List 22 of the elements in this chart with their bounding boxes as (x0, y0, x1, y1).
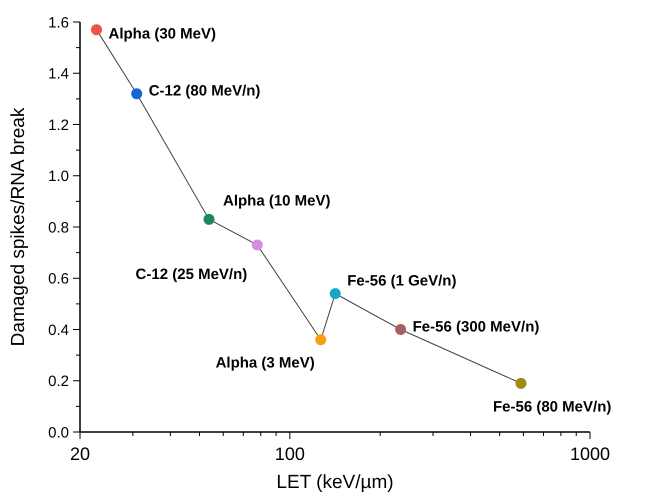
annotation: Fe-56 (300 MeV/n) (412, 318, 540, 336)
x-axis-title: LET (keV/µm) (276, 472, 394, 493)
annotation: Alpha (3 MeV) (216, 354, 315, 372)
annotation: Alpha (10 MeV) (223, 192, 331, 210)
annotation: Fe-56 (1 GeV/n) (347, 272, 456, 290)
x-tick-label: 1000 (570, 444, 610, 464)
y-tick-label: 1.4 (48, 66, 69, 82)
annotation: C-12 (80 MeV/n) (148, 82, 260, 100)
y-tick-label: 1.2 (48, 116, 69, 134)
y-tick-label: 0.6 (48, 270, 69, 288)
x-tick-label: 20 (70, 444, 90, 464)
annotation: Alpha (30 MeV) (108, 26, 216, 43)
y-tick-label: 0.0 (48, 424, 69, 442)
y-tick-label: 1.0 (48, 168, 69, 185)
y-tick-label: 1.6 (48, 14, 69, 32)
y-axis-title: Damaged spikes/RNA break (8, 107, 29, 346)
y-tick-label: 0.8 (48, 219, 69, 236)
annotation: C-12 (25 MeV/n) (136, 266, 248, 283)
y-tick-label: 0.4 (48, 322, 69, 339)
x-tick-label: 100 (274, 444, 305, 464)
annotation: Fe-56 (80 MeV/n) (492, 398, 612, 416)
y-tick-label: 0.2 (48, 373, 69, 390)
